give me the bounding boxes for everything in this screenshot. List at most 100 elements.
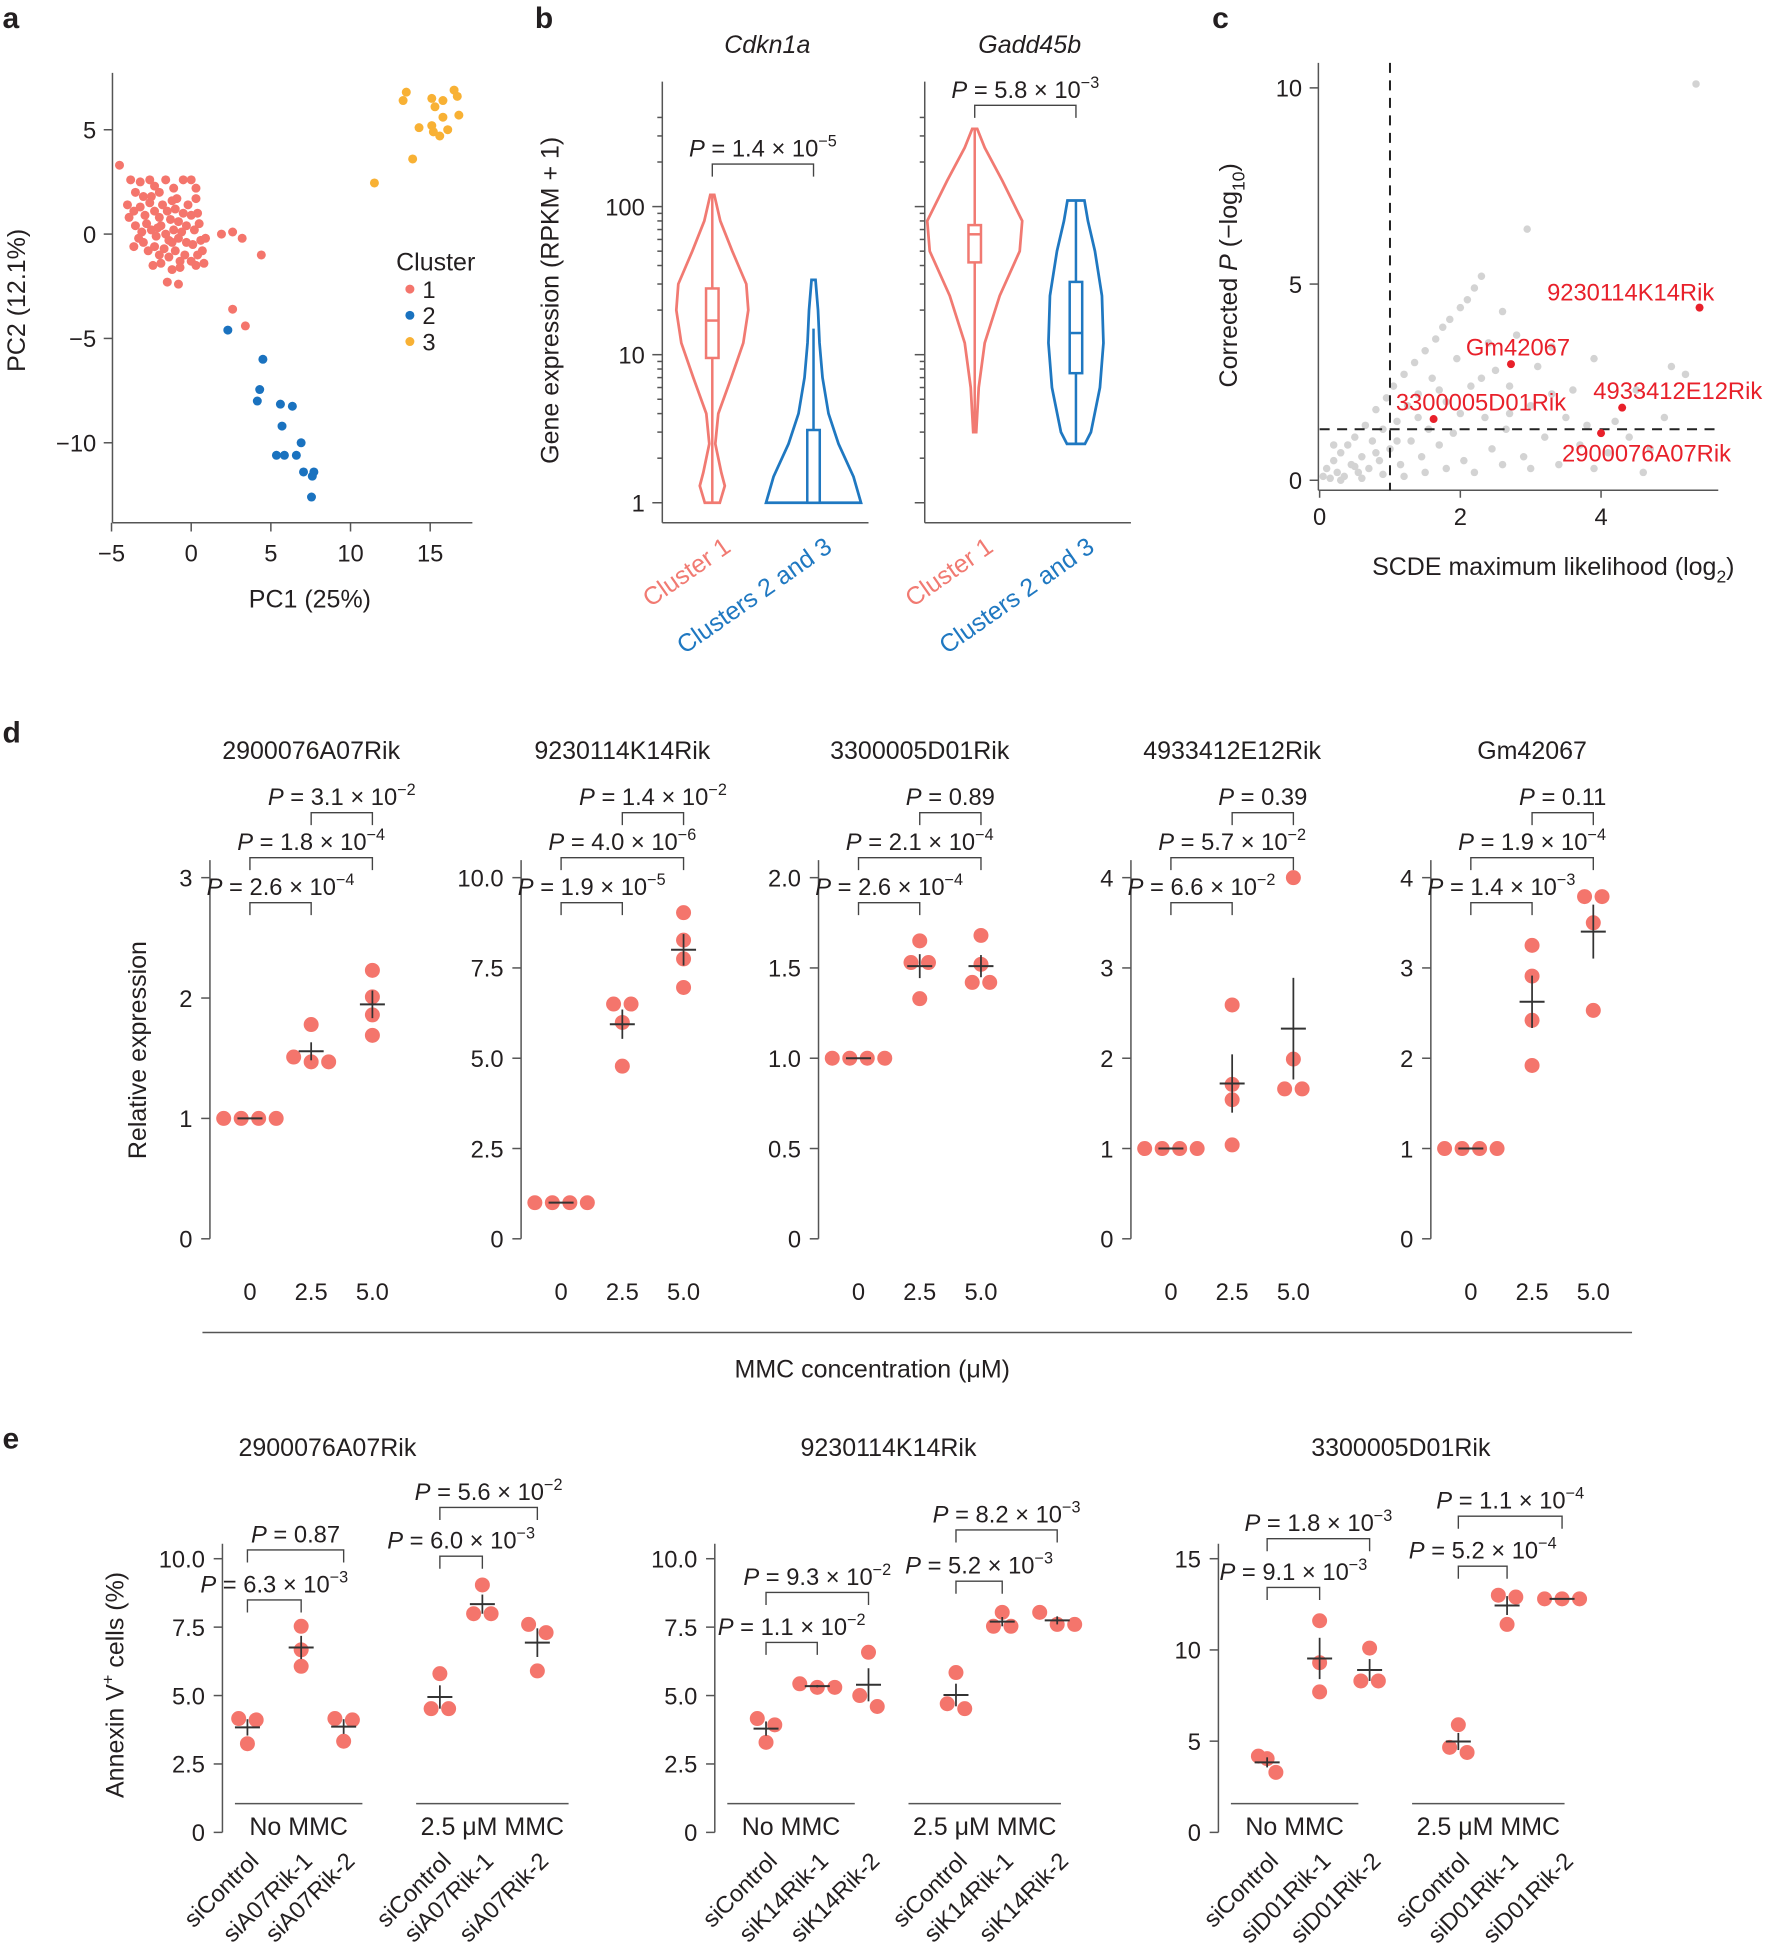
expression-p-value-label: P = 0.11	[1519, 785, 1606, 811]
p-symbol: P	[518, 875, 534, 901]
p-symbol: P	[951, 78, 967, 104]
pca-point-cluster-1	[237, 233, 247, 243]
pca-point-cluster-1	[138, 192, 148, 202]
pca-point-cluster-1	[228, 304, 238, 314]
gene-point	[1562, 413, 1570, 422]
p-symbol: P	[268, 785, 284, 811]
annexin-p-value-label: P = 9.1 × 10−3	[1219, 1556, 1367, 1586]
expression-p-bracket	[560, 856, 685, 871]
p-exponent: −2	[708, 781, 727, 799]
expression-data-point	[216, 1110, 232, 1126]
expression-data-point	[1294, 1081, 1310, 1097]
p-symbol: P	[906, 785, 922, 811]
gene-point	[1358, 452, 1366, 461]
gene-point	[1488, 445, 1496, 453]
gene-point	[1326, 474, 1334, 483]
expression-data-point	[579, 1195, 595, 1211]
expression-data-point	[912, 991, 928, 1007]
p-exponent: −3	[1349, 1556, 1368, 1574]
expression-data-point	[676, 979, 692, 995]
annexin-p-value-label: P = 1.1 × 10−4	[1436, 1485, 1584, 1515]
expression-data-point	[321, 1054, 337, 1070]
expression-data-point	[303, 1017, 319, 1033]
p-value: = 1.1 × 10	[1452, 1489, 1566, 1515]
expression-data-point	[364, 1027, 380, 1043]
mmc-x-tick-label: 5.0	[1277, 1280, 1310, 1306]
pca-point-cluster-1	[191, 194, 201, 204]
expression-y-tick-label: 0	[179, 1228, 192, 1254]
violin-group-label: Cluster 1	[638, 532, 736, 612]
annexin-data-point	[939, 1696, 955, 1712]
pca-y-tick-label: −5	[69, 327, 96, 353]
p-symbol: P	[579, 785, 595, 811]
pca-point-cluster-1	[126, 175, 136, 185]
annexin-p-value-label: P = 5.2 × 10−3	[905, 1550, 1053, 1580]
pca-point-cluster-1	[124, 212, 134, 222]
gene-point	[1319, 472, 1327, 481]
pca-x-tick-label: −5	[98, 541, 125, 567]
pca-point-cluster-1	[173, 217, 183, 227]
expression-p-bracket	[919, 811, 982, 826]
violin-p-value-label: P = 1.4 × 10−5	[689, 133, 837, 163]
p-symbol: P	[1519, 785, 1535, 811]
gene-point	[1477, 374, 1486, 382]
annexin-p-bracket	[246, 1549, 345, 1563]
gene-point	[1375, 456, 1384, 465]
expression-p-value-label: P = 0.89	[906, 785, 995, 811]
annexin-p-bracket	[246, 1599, 302, 1613]
gene-point	[1400, 370, 1408, 379]
gene-point	[1590, 354, 1598, 363]
pca-point-cluster-2	[275, 399, 285, 409]
p-symbol: P	[1218, 785, 1234, 811]
annexin-p-value-label: P = 9.3 × 10−2	[743, 1561, 891, 1591]
pca-point-cluster-2	[279, 450, 289, 460]
p-symbol: P	[1128, 875, 1144, 901]
pca-point-cluster-1	[146, 192, 156, 202]
pca-point-cluster-1	[150, 206, 160, 216]
annexin-data-point	[861, 1644, 877, 1660]
pca-point-cluster-1	[183, 200, 193, 210]
expression-data-point	[623, 996, 639, 1012]
pca-point-cluster-2	[287, 401, 297, 411]
annexin-y-tick-label: 15	[1175, 1547, 1201, 1573]
panel-label-d: d	[2, 717, 20, 750]
annexin-data-point	[1067, 1616, 1083, 1632]
annexin-panel-title: 3300005D01Rik	[1311, 1434, 1491, 1462]
p-exponent: −6	[678, 826, 697, 844]
highlighted-gene-label: 2900076A07Rik	[1562, 442, 1731, 468]
pca-point-cluster-1	[158, 200, 168, 210]
pca-point-cluster-1	[148, 260, 158, 270]
violin-box	[704, 287, 720, 360]
gene-point	[1523, 225, 1531, 233]
gene-point	[1548, 343, 1556, 351]
mmc-x-tick-label: 5.0	[356, 1280, 389, 1306]
expression-y-tick-label: 0	[1400, 1228, 1413, 1254]
gene-point	[1639, 468, 1648, 477]
gene-point	[1505, 382, 1514, 390]
p-exponent: −4	[945, 871, 964, 889]
pca-point-cluster-3	[452, 91, 462, 101]
gene-point	[1393, 417, 1401, 426]
expression-y-tick-label: 2.0	[768, 866, 801, 892]
pca-point-cluster-3	[435, 131, 445, 141]
gene-point	[1421, 347, 1429, 355]
expression-p-bracket	[560, 901, 624, 916]
annexin-data-point	[827, 1679, 843, 1695]
p-exponent: −3	[1062, 1498, 1081, 1516]
condition-label: 2.5 μM MMC	[421, 1813, 565, 1841]
pca-x-tick-label: 5	[264, 541, 277, 567]
gene-point	[1555, 460, 1563, 469]
annexin-p-bracket	[765, 1641, 818, 1655]
pca-point-cluster-2	[223, 325, 233, 335]
pca-point-cluster-1	[240, 321, 250, 331]
violin-y-axis-label: Gene expression (RPKM + 1)	[537, 137, 565, 464]
gene-point	[1505, 409, 1514, 418]
gene-point	[1379, 425, 1387, 434]
pca-point-cluster-1	[162, 206, 172, 216]
annexin-data-point	[239, 1736, 255, 1752]
p-symbol: P	[1436, 1489, 1452, 1515]
p-symbol: P	[689, 137, 705, 163]
gene-point	[1548, 390, 1556, 398]
pca-point-cluster-1	[189, 225, 199, 235]
expression-y-tick-label: 0.5	[768, 1137, 801, 1163]
